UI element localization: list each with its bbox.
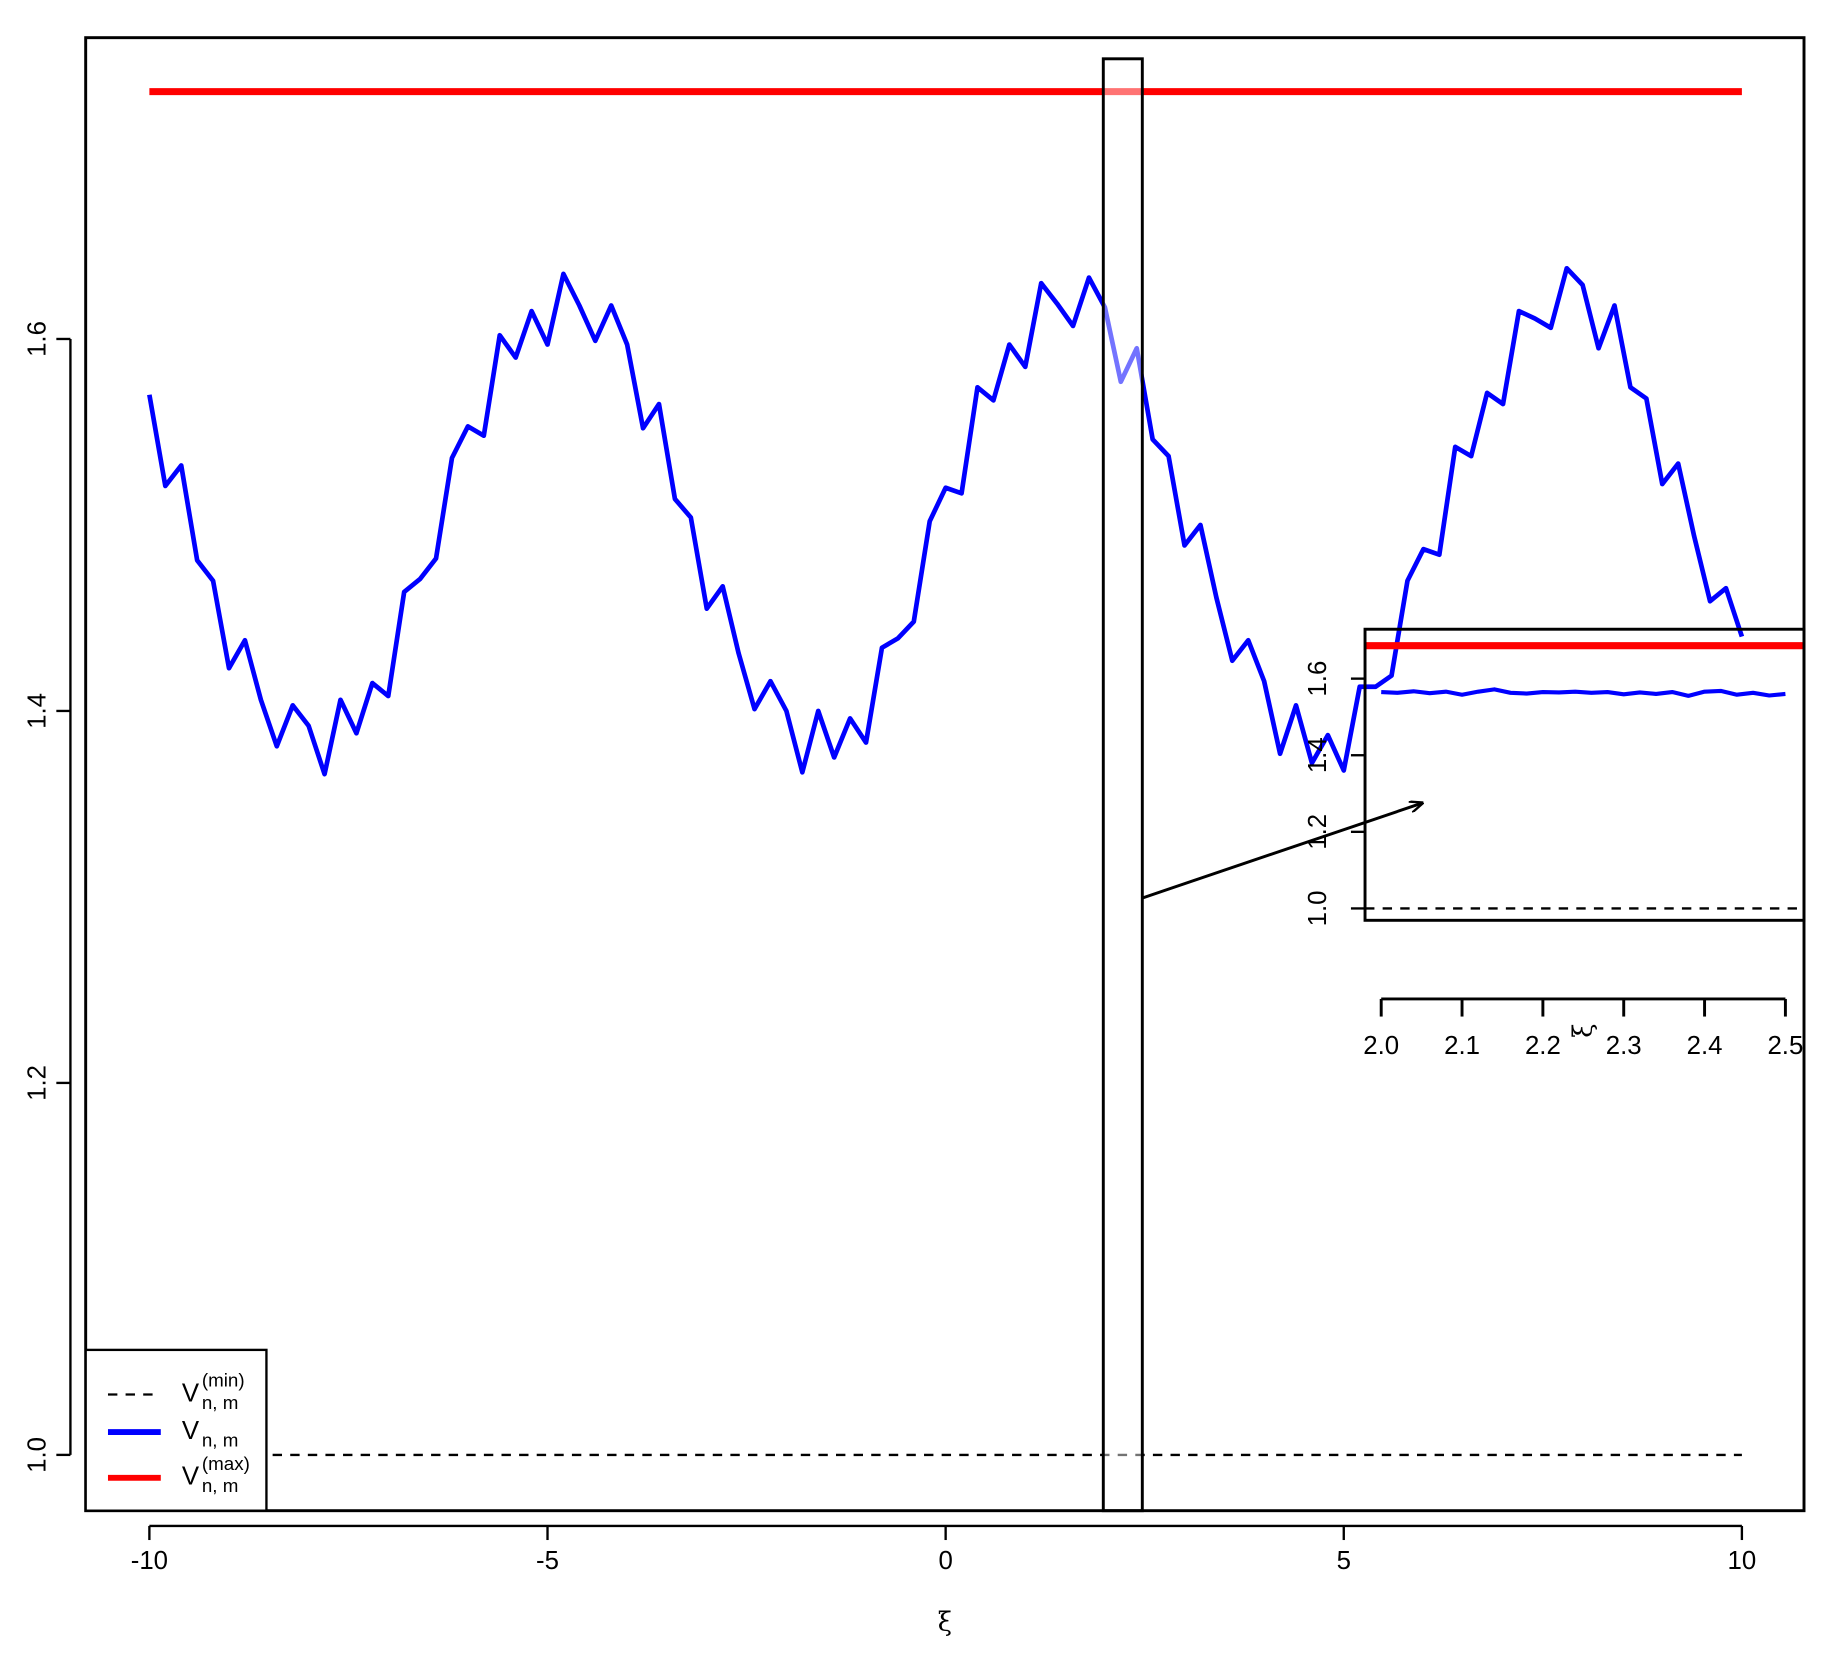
inset-y-tick-label: 1.6 xyxy=(1304,661,1332,697)
x-tick-label: 5 xyxy=(1337,1547,1351,1575)
inset-y-tick-label: 1.2 xyxy=(1304,814,1332,850)
y-tick-label: 1.4 xyxy=(24,693,52,729)
y-tick-label: 1.2 xyxy=(24,1065,52,1101)
x-tick-label: -5 xyxy=(536,1547,559,1575)
legend-subscript: n, m xyxy=(202,1475,239,1496)
y-tick-label: 1.6 xyxy=(24,321,52,357)
x-axis-label: ξ xyxy=(938,1607,952,1637)
legend-subscript: n, m xyxy=(202,1429,239,1450)
inset-x-tick-label: 2.2 xyxy=(1525,1032,1561,1060)
x-tick-label: 10 xyxy=(1728,1547,1757,1575)
inset-frame xyxy=(1363,627,1806,922)
legend-label: V xyxy=(182,1379,200,1407)
series-line xyxy=(147,265,1745,777)
x-tick-label: -10 xyxy=(131,1547,168,1575)
inset-x-tick-label: 2.5 xyxy=(1767,1032,1803,1060)
zoom-arrow xyxy=(1141,803,1422,900)
inset-x-tick-label: 2.4 xyxy=(1687,1032,1723,1060)
inset-x-tick-label: 2.0 xyxy=(1363,1032,1399,1060)
inset-x-axis-label: ξ xyxy=(1569,1024,1599,1038)
zoom-region xyxy=(1101,57,1144,1513)
inset-x-tick-label: 2.1 xyxy=(1444,1032,1480,1060)
legend-label: V xyxy=(182,1417,200,1445)
x-tick-label: 0 xyxy=(938,1547,952,1575)
plot-frame xyxy=(84,36,1806,1513)
legend-subscript: n, m xyxy=(202,1392,239,1413)
inset-y-tick-label: 1.4 xyxy=(1304,737,1332,773)
y-tick-label: 1.0 xyxy=(24,1437,52,1473)
legend-superscript: (min) xyxy=(202,1370,245,1391)
legend-label: V xyxy=(182,1463,200,1491)
inset-y-tick-label: 1.0 xyxy=(1304,890,1332,926)
series-line xyxy=(1381,687,1786,698)
legend-superscript: (max) xyxy=(202,1453,250,1474)
inset-x-tick-label: 2.3 xyxy=(1606,1032,1642,1060)
